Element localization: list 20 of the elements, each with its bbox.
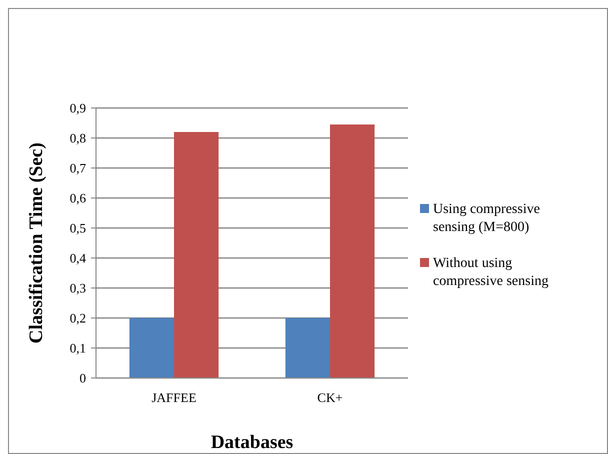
legend-label: Using compressive sensing (M=800)	[433, 202, 540, 235]
y-tick-label: 0,1	[70, 340, 86, 356]
y-tick-label: 0,4	[70, 250, 86, 266]
bar	[129, 318, 174, 378]
y-tick-label: 0	[80, 370, 86, 386]
y-tick-label: 0,2	[70, 310, 86, 326]
y-axis-title: Classification Time (Sec)	[26, 142, 47, 344]
y-tick-label: 0,5	[70, 220, 86, 236]
bar	[330, 124, 375, 378]
bar	[174, 132, 219, 378]
y-tick-label: 0,6	[70, 190, 86, 206]
y-tick-label: 0,9	[70, 100, 86, 116]
y-tick-label: 0,3	[70, 280, 86, 296]
y-tick-label: 0,7	[70, 160, 86, 176]
x-axis-title: Databases	[210, 432, 294, 453]
x-tick-label: CK+	[317, 390, 343, 405]
y-tick-label: 0,8	[70, 130, 86, 146]
x-tick-label: JAFFEE	[152, 390, 196, 405]
legend-label: Without using compressive sensing	[433, 256, 548, 289]
bar	[285, 318, 330, 378]
